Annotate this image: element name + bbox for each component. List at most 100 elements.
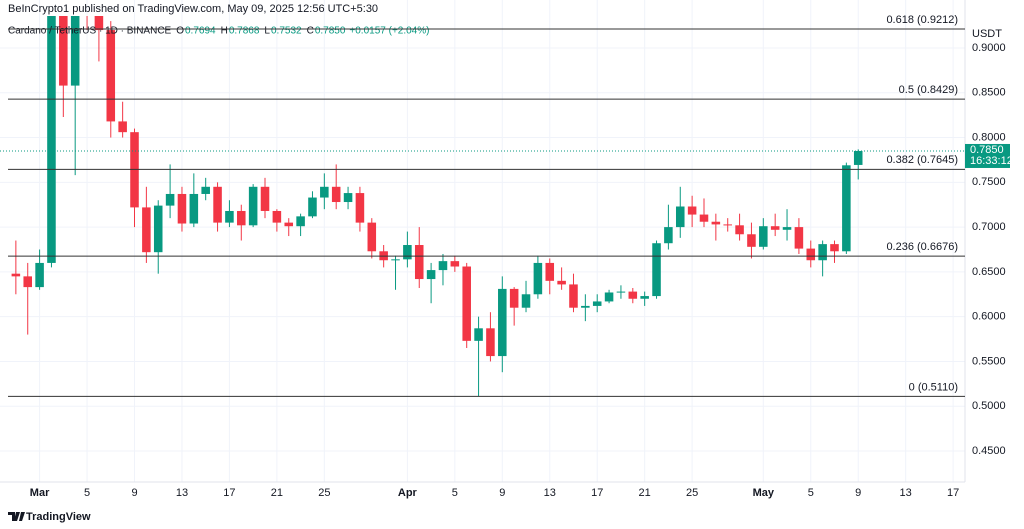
candle-body: [581, 305, 590, 308]
candle-body: [794, 227, 804, 249]
x-tick-label: 13: [900, 487, 912, 499]
y-tick-label: 0.6500: [972, 266, 1006, 278]
y-tick-label: 0.7000: [972, 221, 1006, 233]
ohlc-value: 0.7694: [185, 26, 216, 37]
x-tick-label: 9: [855, 487, 861, 499]
candle-body: [474, 328, 483, 341]
y-tick-label: 0.7500: [972, 176, 1006, 188]
x-tick-label: 21: [639, 487, 651, 499]
x-tick-label: Apr: [398, 487, 418, 499]
y-tick-label: 0.5500: [972, 355, 1006, 367]
x-tick-label: 17: [223, 487, 235, 499]
candle-body: [367, 222, 377, 252]
candle-body: [272, 210, 282, 223]
candle-body: [450, 261, 460, 267]
x-tick-label: 9: [499, 487, 505, 499]
candle-body: [545, 262, 555, 281]
x-tick-label: May: [753, 487, 775, 499]
fib-level-label: 0.618 (0.9212): [886, 14, 958, 26]
candle-body: [153, 205, 163, 253]
candle-body: [735, 225, 744, 235]
candle-body: [652, 243, 661, 297]
candle-body: [818, 244, 827, 261]
attribution: BeInCrypto1 published on TradingView.com…: [8, 3, 378, 15]
y-tick-label: 0.8000: [972, 131, 1006, 143]
candle-body: [462, 266, 471, 341]
candle-body: [403, 245, 412, 260]
x-tick-label: 17: [947, 487, 959, 499]
x-tick-label: Mar: [30, 487, 50, 499]
x-tick-label: 5: [808, 487, 814, 499]
candle-body: [723, 224, 732, 226]
candle-body: [640, 296, 649, 299]
candle-body: [759, 226, 768, 247]
candle-body: [687, 206, 697, 215]
change-label: +0.0157 (+2.04%): [349, 26, 429, 37]
x-tick-label: 25: [686, 487, 698, 499]
last-price-label: 0.7850: [970, 144, 1004, 156]
y-tick-label: 0.4500: [972, 445, 1006, 457]
candle-body: [533, 262, 543, 295]
candle-body: [628, 291, 638, 299]
candle-body: [142, 207, 151, 253]
candle-body: [782, 227, 792, 230]
candle-body: [343, 193, 353, 203]
candle-body: [569, 284, 578, 308]
candle-body: [675, 206, 685, 228]
fib-level-label: 0 (0.5110): [909, 381, 958, 393]
legend: Cardano / TetherUS · 1D · BINANCE O 0.7694…: [8, 26, 429, 37]
candle-body: [438, 261, 448, 271]
candle-body: [604, 292, 614, 302]
candle-body: [308, 197, 317, 217]
candle-body: [11, 273, 21, 277]
candle-body: [237, 210, 246, 226]
candle-body: [747, 234, 756, 247]
candle-body: [23, 276, 32, 288]
candle-body: [213, 186, 222, 223]
x-tick-label: 13: [176, 487, 188, 499]
candle-body: [592, 301, 602, 306]
candle-body: [842, 165, 851, 252]
candle-body: [806, 248, 816, 261]
y-tick-label: 0.5000: [972, 400, 1006, 412]
candle-body: [355, 193, 365, 223]
fib-level-label: 0.236 (0.6676): [886, 241, 958, 253]
countdown-label: 16:33:12: [970, 155, 1013, 167]
candle-body: [248, 186, 258, 226]
candle-body: [59, 16, 68, 86]
y-tick-label: 0.9000: [972, 42, 1006, 54]
candle-body: [699, 214, 709, 222]
ohlc-key: H: [221, 26, 228, 37]
x-tick-label: 17: [591, 487, 603, 499]
candle-body: [94, 16, 104, 31]
x-tick-label: 21: [271, 487, 283, 499]
ohlc-key: O: [176, 26, 184, 37]
x-tick-label: 25: [318, 487, 330, 499]
candle-body: [118, 121, 127, 133]
candle-body: [260, 186, 270, 211]
candle-body: [557, 280, 566, 285]
candle-body: [486, 328, 495, 357]
candle-body: [770, 226, 780, 230]
candle-body: [616, 291, 626, 293]
candle-body: [165, 193, 175, 206]
x-tick-label: 5: [84, 487, 90, 499]
ohlc-value: 0.7868: [229, 26, 260, 37]
ohlc-value: 0.7850: [315, 26, 346, 37]
footer-logo: [8, 512, 25, 521]
fib-level-label: 0.382 (0.7645): [886, 154, 958, 166]
candle-body: [830, 244, 839, 252]
candle-body: [664, 227, 673, 244]
candle-body: [70, 16, 80, 86]
footer-brand: TradingView: [26, 511, 91, 523]
candle-body: [284, 222, 294, 227]
x-tick-label: 13: [544, 487, 556, 499]
candle-body: [391, 259, 400, 261]
candle-body: [201, 186, 210, 194]
candle-body: [414, 245, 424, 280]
candle-body: [225, 210, 234, 223]
symbol-label: Cardano / TetherUS · 1D · BINANCE: [8, 26, 172, 37]
x-tick-label: 5: [452, 487, 458, 499]
